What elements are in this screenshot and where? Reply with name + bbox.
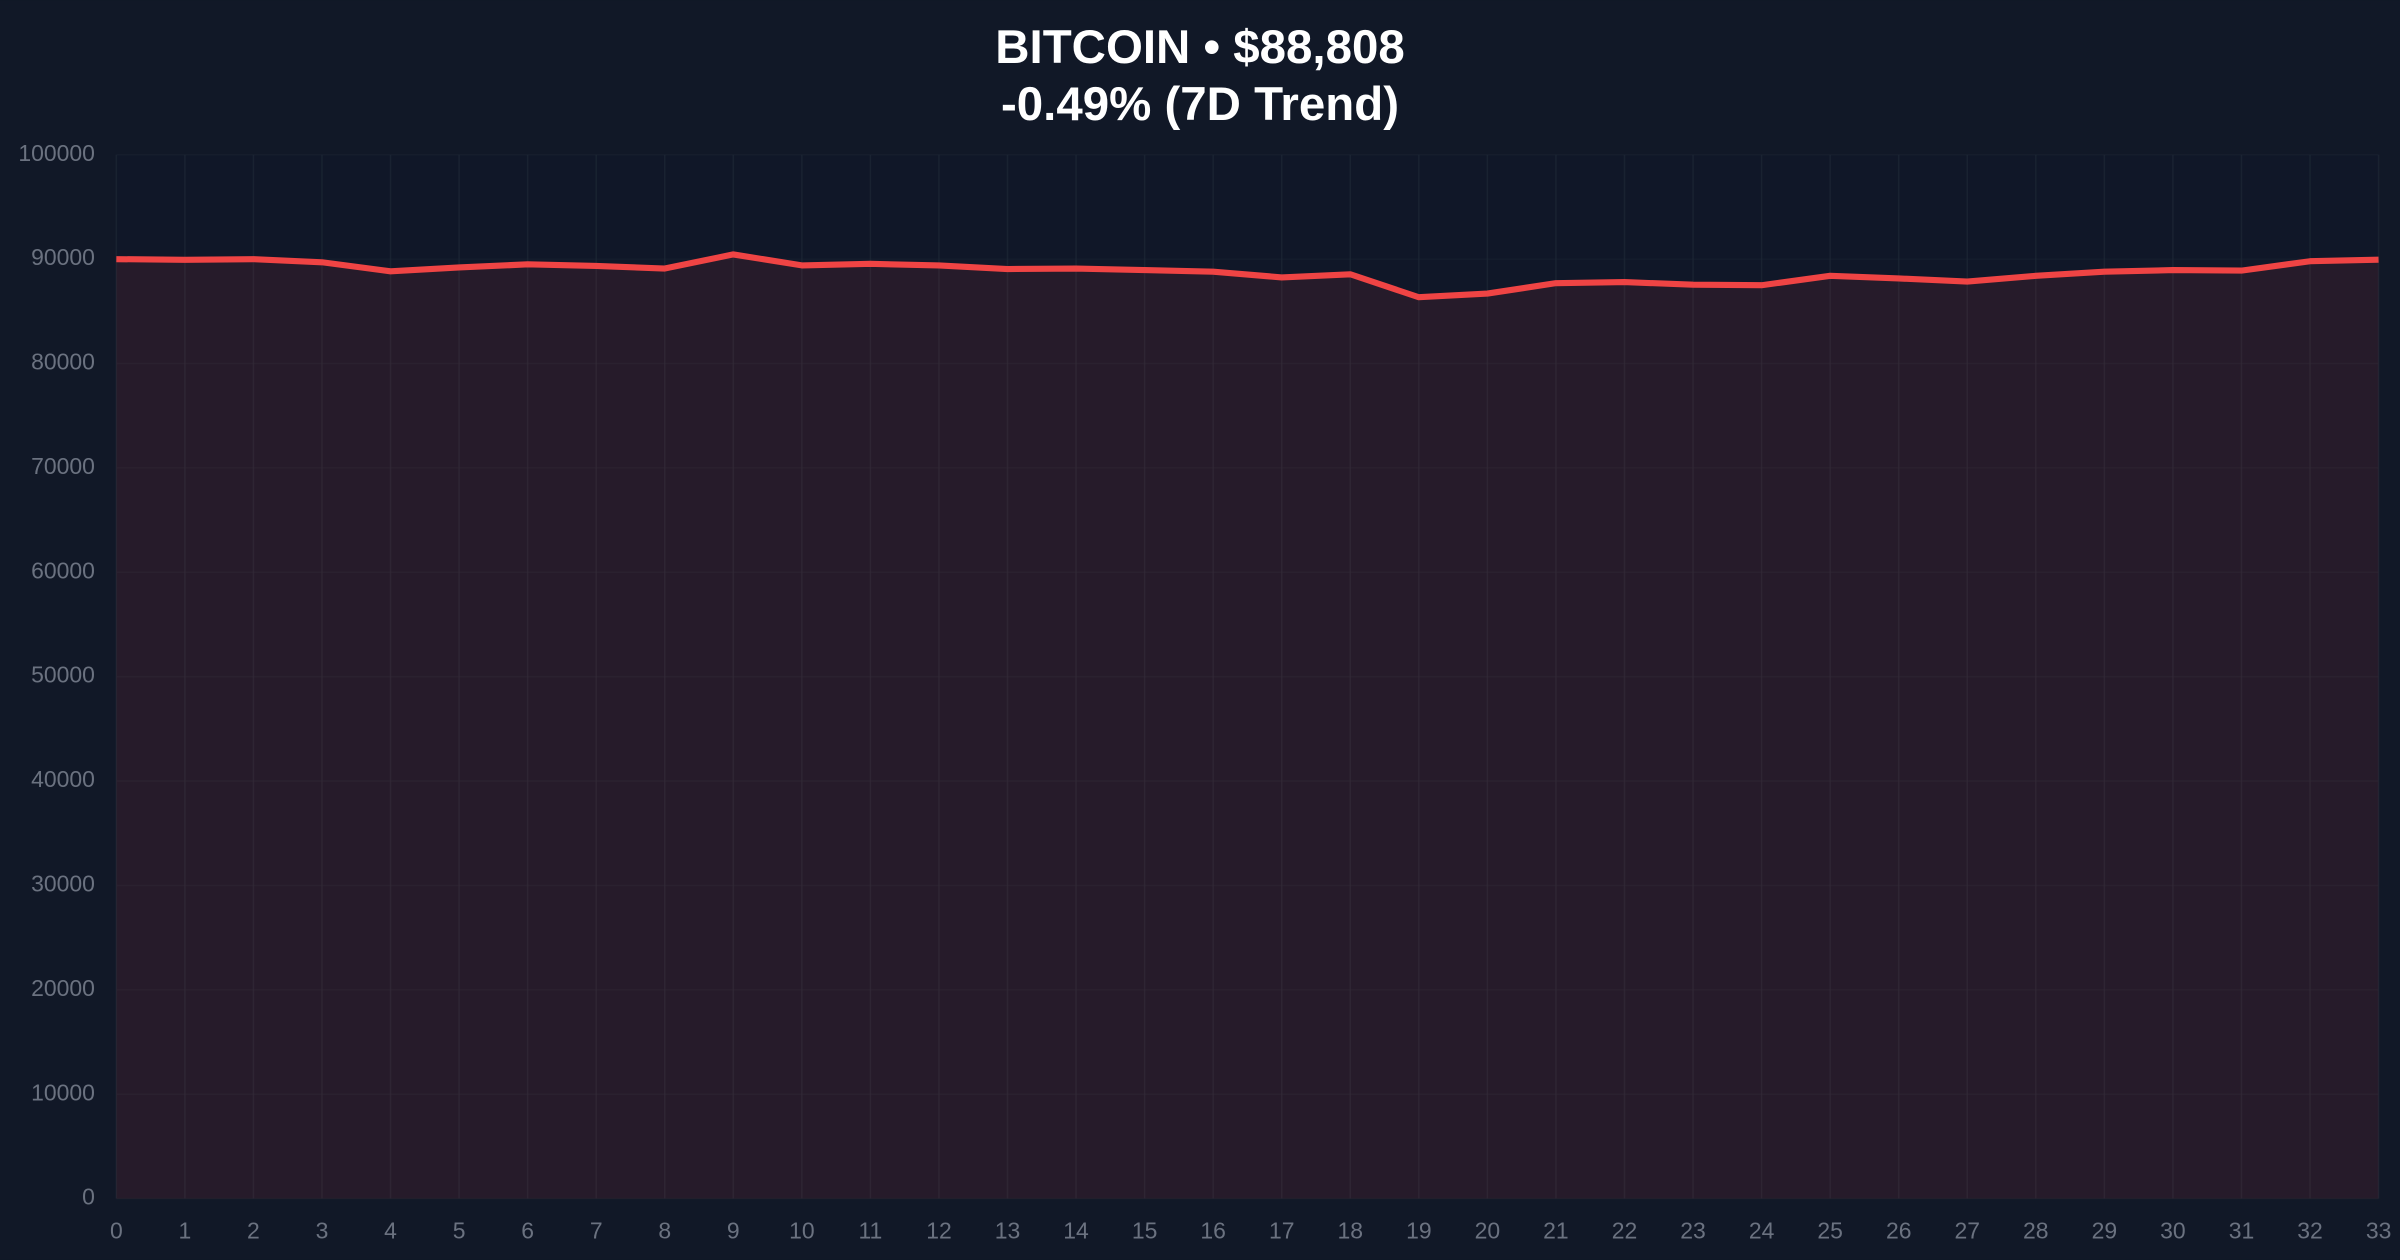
x-tick-label: 27: [1954, 1217, 1980, 1243]
x-tick-label: 3: [316, 1217, 329, 1243]
y-tick-label: 0: [82, 1184, 95, 1210]
plot-area: [116, 154, 2379, 1199]
x-tick-label: 6: [521, 1217, 534, 1243]
x-tick-label: 10: [789, 1217, 815, 1243]
x-tick-label: 31: [2229, 1217, 2255, 1243]
x-tick-label: 8: [658, 1217, 671, 1243]
y-tick-label: 100000: [18, 140, 95, 166]
y-tick-label: 80000: [31, 349, 95, 375]
x-tick-label: 7: [590, 1217, 603, 1243]
x-tick-label: 13: [995, 1217, 1021, 1243]
x-tick-label: 29: [2092, 1217, 2118, 1243]
chart-subtitle: -0.49% (7D Trend): [1001, 78, 1399, 131]
x-tick-label: 0: [110, 1217, 123, 1243]
x-tick-label: 17: [1269, 1217, 1295, 1243]
x-tick-label: 16: [1200, 1217, 1226, 1243]
y-tick-label: 20000: [31, 975, 95, 1001]
x-tick-label: 11: [859, 1217, 883, 1243]
x-tick-label: 20: [1475, 1217, 1501, 1243]
x-tick-label: 21: [1543, 1217, 1569, 1243]
x-tick-label: 5: [453, 1217, 466, 1243]
x-tick-label: 28: [2023, 1217, 2049, 1243]
line: [116, 251, 2379, 301]
x-tick-label: 4: [384, 1217, 397, 1243]
x-tick-label: 26: [1886, 1217, 1912, 1243]
y-tick-label: 30000: [31, 871, 95, 897]
x-tick-label: 2: [247, 1217, 260, 1243]
y-tick-label: 70000: [31, 453, 95, 479]
x-tick-label: 12: [926, 1217, 952, 1243]
y-tick-label: 90000: [31, 244, 95, 270]
x-tick-label: 19: [1406, 1217, 1432, 1243]
x-tick-label: 14: [1063, 1217, 1089, 1243]
x-tick-label: 32: [2297, 1217, 2323, 1243]
x-tick-label: 30: [2160, 1217, 2186, 1243]
x-tick-label: 33: [2366, 1217, 2392, 1243]
x-tick-label: 25: [1817, 1217, 1843, 1243]
x-tick-label: 15: [1132, 1217, 1158, 1243]
x-tick-label: 23: [1680, 1217, 1706, 1243]
x-tick-label: 9: [727, 1217, 740, 1243]
x-tick-label: 1: [178, 1217, 191, 1243]
chart-title: BITCOIN • $88,808: [995, 21, 1404, 74]
x-tick-label: 22: [1612, 1217, 1638, 1243]
y-tick-label: 40000: [31, 766, 95, 792]
y-tick-label: 60000: [31, 557, 95, 583]
y-tick-label: 50000: [31, 662, 95, 688]
y-tick-label: 10000: [31, 1079, 95, 1105]
x-tick-label: 24: [1749, 1217, 1775, 1243]
area: [116, 254, 2379, 1199]
x-tick-label: 18: [1338, 1217, 1364, 1243]
